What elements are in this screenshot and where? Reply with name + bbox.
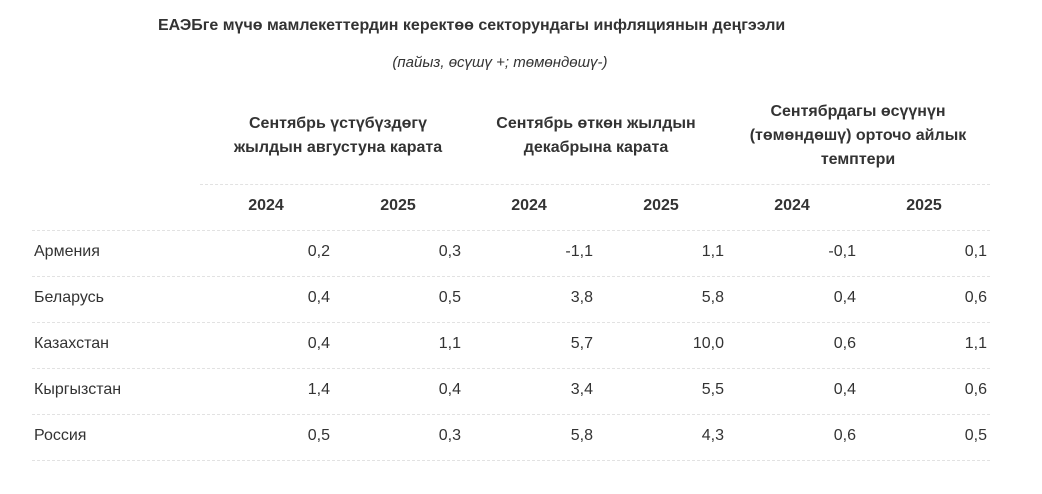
value-cell: 1,1 <box>964 335 987 352</box>
table-row: Армения 0,2 0,3 -1,1 1,1 -0,1 0,1 <box>32 230 990 276</box>
value-cell: 5,5 <box>701 381 724 398</box>
value-cell: 0,1 <box>964 243 987 260</box>
column-group-header-1-line-2: жылдын августуна карата <box>233 139 443 156</box>
value-cell: 0,5 <box>438 289 461 306</box>
value-cell: 5,8 <box>570 427 593 444</box>
value-cell: 0,4 <box>307 289 330 306</box>
row-divider <box>32 414 990 415</box>
value-cell: 1,1 <box>701 243 724 260</box>
table-bottom-divider <box>32 460 990 461</box>
value-cell: 3,8 <box>570 289 593 306</box>
value-cell: 10,0 <box>692 335 724 352</box>
country-name: Кыргызстан <box>34 381 122 398</box>
year-header-2: 2025 <box>380 197 416 214</box>
value-cell: 0,6 <box>964 381 987 398</box>
table-row: Кыргызстан 1,4 0,4 3,4 5,5 0,4 0,6 <box>32 368 990 414</box>
column-group-header-3-line-3: темптери <box>820 151 896 168</box>
value-cell: 0,5 <box>307 427 330 444</box>
column-group-header-3: Сентябрдагы өсүүнүн (төмөндөшү) орточо а… <box>726 100 990 172</box>
country-name: Россия <box>34 427 87 444</box>
year-header-divider <box>32 230 990 231</box>
value-cell: 0,4 <box>307 335 330 352</box>
table-title: ЕАЭБге мүчө мамлекеттердин керектөө сект… <box>158 17 786 34</box>
column-group-header-1-line-1: Сентябрь үстүбүздөгү <box>249 115 427 132</box>
value-cell: 5,7 <box>570 335 593 352</box>
value-cell: 4,3 <box>701 427 724 444</box>
value-cell: 0,6 <box>964 289 987 306</box>
header-divider <box>200 184 990 185</box>
column-group-header-3-line-2: (төмөндөшү) орточо айлык <box>749 127 967 144</box>
year-header-1: 2024 <box>248 197 284 214</box>
value-cell: 5,8 <box>701 289 724 306</box>
table-row: Беларусь 0,4 0,5 3,8 5,8 0,4 0,6 <box>32 276 990 322</box>
value-cell: 3,4 <box>570 381 593 398</box>
value-cell: 1,4 <box>307 381 330 398</box>
country-name: Беларусь <box>34 289 104 306</box>
year-header-4: 2025 <box>643 197 679 214</box>
value-cell: -1,1 <box>565 243 593 260</box>
column-group-header-2-line-1: Сентябрь өткөн жылдын <box>496 115 696 132</box>
value-cell: 0,4 <box>833 289 856 306</box>
row-divider <box>32 322 990 323</box>
row-divider <box>32 368 990 369</box>
value-cell: 0,3 <box>438 243 461 260</box>
column-group-header-2: Сентябрь өткөн жылдын декабрына карата <box>464 112 728 160</box>
year-header-3: 2024 <box>511 197 547 214</box>
country-name: Казахстан <box>34 335 109 352</box>
value-cell: 0,4 <box>833 381 856 398</box>
value-cell: 0,6 <box>833 335 856 352</box>
value-cell: 0,2 <box>307 243 330 260</box>
row-divider <box>32 276 990 277</box>
column-group-header-2-line-2: декабрына карата <box>523 139 669 156</box>
country-name: Армения <box>34 243 100 260</box>
value-cell: 1,1 <box>438 335 461 352</box>
value-cell: 0,3 <box>438 427 461 444</box>
table-row: Россия 0,5 0,3 5,8 4,3 0,6 0,5 <box>32 414 990 460</box>
value-cell: -0,1 <box>828 243 856 260</box>
table-subtitle: (пайыз, өсүшү +; төмөндөшү-) <box>392 54 608 71</box>
table-row: Казахстан 0,4 1,1 5,7 10,0 0,6 1,1 <box>32 322 990 368</box>
value-cell: 0,5 <box>964 427 987 444</box>
column-group-header-3-line-1: Сентябрдагы өсүүнүн <box>770 103 946 120</box>
year-header-5: 2024 <box>774 197 810 214</box>
column-group-header-1: Сентябрь үстүбүздөгү жылдын августуна ка… <box>200 112 476 160</box>
value-cell: 0,6 <box>833 427 856 444</box>
value-cell: 0,4 <box>438 381 461 398</box>
year-header-6: 2025 <box>906 197 942 214</box>
